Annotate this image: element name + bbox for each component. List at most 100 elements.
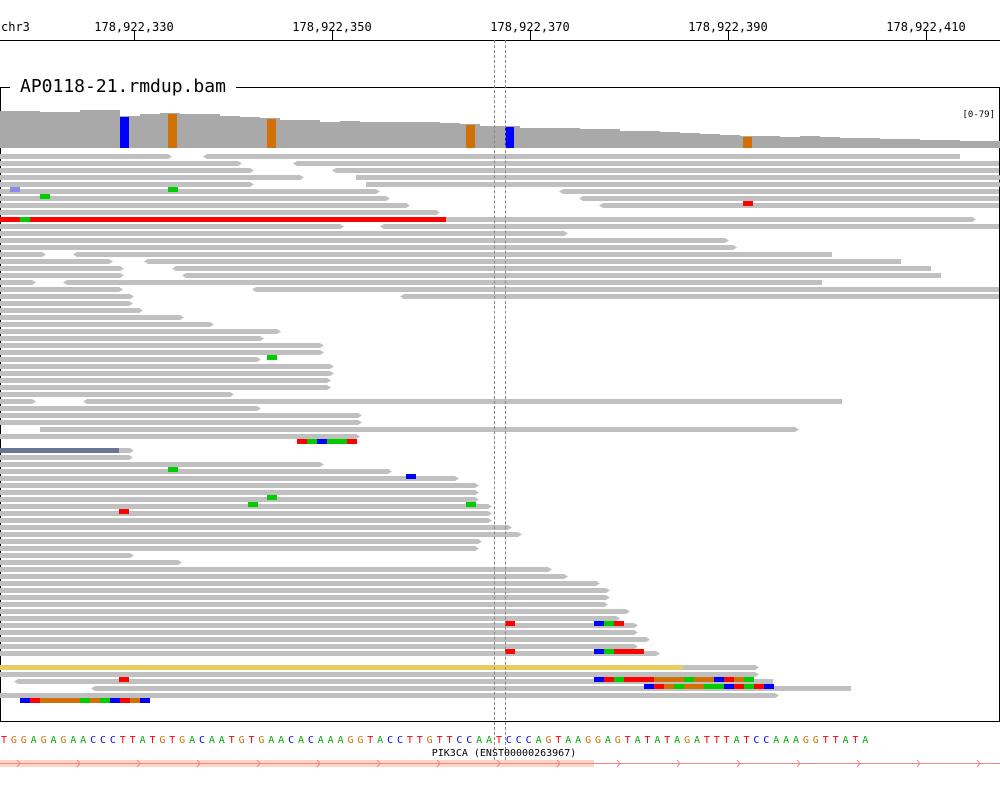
aligned-read[interactable] [0,315,180,320]
mismatch-base[interactable] [644,684,654,689]
aligned-read[interactable] [0,469,388,474]
aligned-read[interactable] [384,224,999,229]
mismatch-base[interactable] [684,684,694,689]
aligned-read[interactable] [0,399,32,404]
mismatch-base[interactable] [20,217,30,222]
mismatch-base[interactable] [10,187,20,192]
aligned-read[interactable] [583,196,999,201]
aligned-read[interactable] [603,203,999,208]
mismatch-base[interactable] [634,677,644,682]
mismatch-base[interactable] [764,684,774,689]
mismatch-base[interactable] [624,649,634,654]
mismatch-base[interactable] [505,649,515,654]
aligned-read[interactable] [0,588,606,593]
aligned-read[interactable] [0,497,475,502]
coverage-bar[interactable] [580,129,600,148]
aligned-read[interactable] [563,189,999,194]
mismatch-base[interactable] [327,439,337,444]
coverage-bar[interactable] [520,128,540,148]
aligned-read[interactable] [0,637,646,642]
mismatch-base[interactable] [634,649,644,654]
aligned-read[interactable] [0,154,168,159]
mismatch-base[interactable] [724,677,734,682]
mismatch-base[interactable] [744,677,754,682]
mismatch-base[interactable] [654,677,664,682]
aligned-read[interactable] [148,259,901,264]
coverage-bar[interactable] [200,114,220,148]
coverage-bar[interactable] [140,114,160,148]
coverage-allele-bar[interactable] [168,114,177,148]
coverage-allele-bar[interactable] [120,117,129,148]
aligned-read[interactable] [0,504,488,509]
aligned-read[interactable] [0,245,733,250]
aligned-read[interactable] [0,189,376,194]
aligned-read[interactable] [0,266,120,271]
aligned-read[interactable] [0,329,277,334]
mismatch-base[interactable] [347,439,357,444]
coverage-bar[interactable] [300,120,320,148]
mismatch-base[interactable] [614,621,624,626]
coverage-bar[interactable] [380,122,400,148]
aligned-read[interactable] [0,567,548,572]
aligned-read[interactable] [0,294,130,299]
aligned-read[interactable] [0,357,257,362]
mismatch-base[interactable] [168,467,178,472]
aligned-read[interactable] [0,273,120,278]
coverage-bar[interactable] [720,135,740,148]
mismatch-base[interactable] [130,698,140,703]
aligned-read[interactable] [256,287,999,292]
coverage-bar[interactable] [880,139,900,148]
aligned-read[interactable] [0,539,478,544]
mismatch-base[interactable] [140,698,150,703]
mismatch-base[interactable] [119,509,129,514]
aligned-read[interactable] [0,364,330,369]
mismatch-base[interactable] [743,201,753,206]
aligned-read[interactable] [0,287,119,292]
coverage-bar[interactable] [620,131,640,148]
coverage-bar[interactable] [320,122,340,148]
aligned-read[interactable] [0,182,250,187]
mismatch-base[interactable] [604,621,614,626]
low-mapq-read[interactable] [0,448,119,453]
coverage-bar[interactable] [440,123,460,148]
aligned-read[interactable] [0,644,634,649]
aligned-read[interactable] [0,406,257,411]
coverage-bar[interactable] [940,140,960,148]
aligned-read[interactable] [0,378,327,383]
aligned-read[interactable] [0,336,260,341]
aligned-read[interactable] [0,609,626,614]
mismatch-base[interactable] [297,439,307,444]
coverage-bar[interactable] [760,136,780,148]
mismatch-base[interactable] [20,698,30,703]
aligned-read[interactable] [218,217,972,222]
aligned-read[interactable] [0,518,488,523]
mismatch-base[interactable] [30,698,40,703]
aligned-read[interactable] [0,616,616,621]
aligned-read[interactable] [95,686,851,691]
coverage-bar[interactable] [400,122,420,148]
aligned-read[interactable] [0,560,178,565]
aligned-read[interactable] [87,399,842,404]
coverage-bar[interactable] [900,139,920,148]
mismatch-base[interactable] [119,677,129,682]
aligned-read[interactable] [0,462,320,467]
mismatch-base[interactable] [614,649,624,654]
aligned-read[interactable] [18,679,773,684]
coverage-bar[interactable] [820,137,840,148]
mismatch-base[interactable] [60,698,70,703]
coverage-bar[interactable] [180,114,200,148]
mismatch-base[interactable] [754,684,764,689]
mismatch-base[interactable] [714,684,724,689]
aligned-read[interactable] [67,280,822,285]
coverage-bar[interactable] [800,136,820,148]
mismatch-base[interactable] [694,677,704,682]
aligned-read[interactable] [0,476,455,481]
aligned-read[interactable] [0,168,250,173]
aligned-read[interactable] [0,385,327,390]
mismatch-base[interactable] [267,495,277,500]
coverage-bar[interactable] [960,141,980,148]
mismatch-base[interactable] [466,502,476,507]
mismatch-base[interactable] [674,684,684,689]
aligned-read[interactable] [0,413,358,418]
mismatch-base[interactable] [406,474,416,479]
